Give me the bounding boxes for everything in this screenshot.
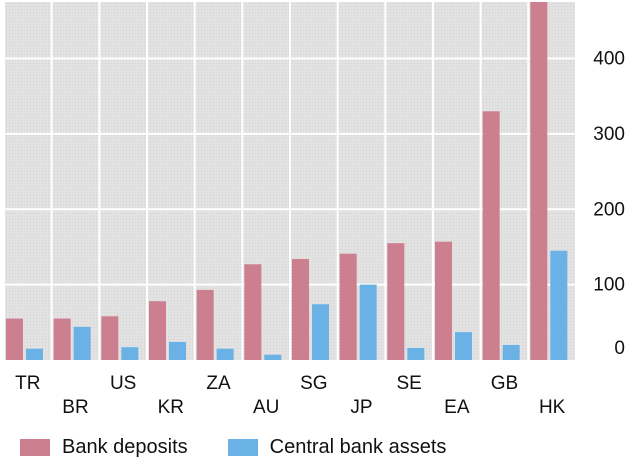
x-category-label: SE [396, 373, 421, 394]
x-category-label: JP [350, 397, 372, 418]
bar-central-bank-assets-za [216, 348, 234, 360]
bar-central-bank-assets-se [407, 347, 425, 360]
bar-bank-deposits-se [387, 243, 405, 360]
bar-central-bank-assets-kr [169, 341, 186, 360]
x-category-label: ZA [206, 373, 231, 394]
bar-bank-deposits-sg [292, 259, 309, 360]
bar-central-bank-assets-hk [550, 250, 568, 360]
bar-central-bank-assets-sg [312, 304, 329, 360]
x-category-label: KR [158, 397, 184, 418]
x-axis-labels: TR BR US KR ZA AU SG JP SE EA GB HK [15, 373, 566, 418]
bars [6, 2, 568, 360]
bar-bank-deposits-za [196, 289, 214, 360]
bar-central-bank-assets-us [121, 347, 139, 360]
legend-item-bank-deposits: Bank deposits [20, 436, 188, 459]
bar-bank-deposits-ea [435, 241, 452, 360]
bar-bank-deposits-kr [149, 301, 166, 360]
legend-label-central-bank-assets: Central bank assets [269, 435, 447, 458]
x-category-label: SG [300, 373, 327, 394]
bar-central-bank-assets-au [264, 354, 282, 360]
bar-central-bank-assets-br [73, 326, 91, 360]
y-tick-label: 400 [593, 49, 625, 70]
y-tick-label: 0 [614, 338, 625, 359]
bar-bank-deposits-br [53, 318, 71, 360]
bar-central-bank-assets-tr [26, 348, 43, 360]
x-category-label: AU [253, 397, 279, 418]
x-category-label: US [110, 373, 136, 394]
bar-chart: 0 100 200 300 400 TR BR US KR ZA AU SG JP SE EA GB HK [3, 2, 625, 418]
legend-swatch-bank-deposits [20, 438, 50, 456]
bar-central-bank-assets-jp [359, 284, 377, 360]
bar-bank-deposits-tr [6, 318, 23, 360]
gridlines [3, 2, 577, 360]
y-tick-label: 300 [593, 124, 625, 145]
x-category-label: EA [444, 397, 470, 418]
bar-central-bank-assets-gb [502, 344, 520, 360]
y-tick-label: 100 [593, 275, 625, 296]
bar-bank-deposits-gb [482, 111, 500, 360]
legend: Bank deposits Central bank assets [20, 432, 486, 462]
legend-swatch-central-bank-assets [227, 438, 258, 456]
y-axis-ticks: 0 100 200 300 400 [593, 49, 625, 359]
bar-bank-deposits-au [244, 264, 262, 360]
legend-label-bank-deposits: Bank deposits [62, 435, 188, 458]
bar-bank-deposits-hk [530, 2, 548, 360]
x-category-label: GB [491, 373, 518, 394]
bar-bank-deposits-us [101, 316, 119, 360]
bar-central-bank-assets-ea [455, 332, 472, 360]
legend-item-central-bank-assets: Central bank assets [227, 435, 447, 459]
y-tick-label: 200 [593, 199, 625, 220]
x-category-label: HK [539, 397, 566, 418]
x-category-label: TR [15, 373, 40, 394]
bar-bank-deposits-jp [339, 253, 357, 360]
x-category-label: BR [62, 397, 88, 418]
